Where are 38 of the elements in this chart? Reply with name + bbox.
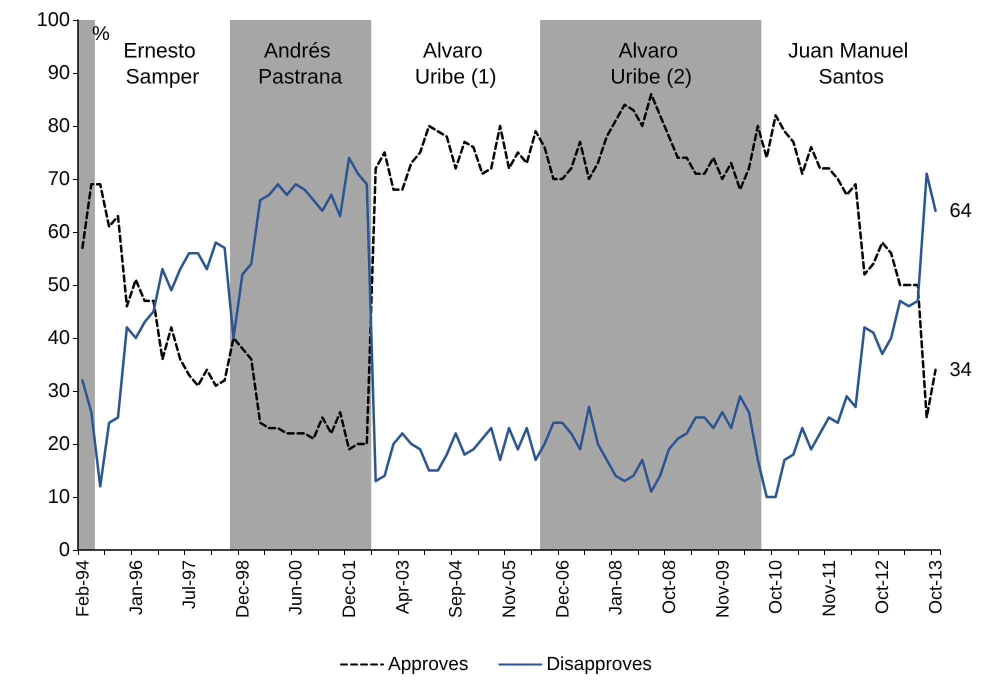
y-tick-label: 90 — [48, 62, 70, 84]
x-tick-label: Oct-10 — [766, 560, 786, 614]
x-tick-label: Jun-00 — [286, 560, 306, 616]
x-tick-label: Jan-96 — [126, 560, 146, 616]
annotation: 64 — [950, 200, 972, 222]
annotation: 34 — [950, 358, 972, 381]
y-tick-label: 60 — [48, 221, 70, 243]
x-tick-label: Nov-05 — [499, 560, 519, 618]
x-tick-label: Jul-97 — [179, 560, 200, 610]
x-tick-label: Feb-94 — [72, 560, 92, 618]
x-tick-label: Dec-06 — [552, 560, 572, 618]
y-tick-label: 10 — [48, 486, 70, 508]
y-tick-label: 100 — [36, 9, 70, 31]
y-tick-label: 50 — [48, 274, 70, 296]
y-axis-title: % — [92, 23, 110, 45]
x-tick-label: Sep-04 — [446, 560, 466, 618]
x-tick-label: Oct-12 — [872, 560, 892, 614]
x-tick-label: Nov-09 — [712, 560, 732, 618]
y-tick-label: 70 — [48, 168, 70, 190]
annotation: Ernesto Samper — [123, 40, 202, 88]
x-tick-label: Oct-13 — [926, 560, 946, 614]
annotation: Juan Manuel Santos — [788, 40, 914, 88]
y-tick-label: 0 — [58, 539, 70, 561]
annotation: Alvaro Uribe (1) — [414, 40, 497, 88]
x-tick-label: Apr-03 — [392, 560, 412, 614]
x-tick-label: Oct-08 — [658, 560, 679, 614]
legend-label: Disapproves — [546, 654, 652, 675]
y-tick-label: 80 — [48, 115, 70, 137]
annotation: Andrés Pastrana — [258, 40, 343, 88]
y-tick-label: 20 — [48, 433, 70, 455]
legend-label: Approves — [388, 654, 468, 675]
y-tick-label: 30 — [48, 380, 70, 402]
x-tick-label: Dec-01 — [339, 560, 360, 618]
y-tick-label: 40 — [48, 327, 70, 349]
x-tick-label: Jan-08 — [606, 560, 626, 616]
x-tick-label: Dec-98 — [232, 560, 252, 618]
x-tick-label: Nov-11 — [818, 560, 839, 617]
annotation: Alvaro Uribe (2) — [610, 40, 692, 88]
